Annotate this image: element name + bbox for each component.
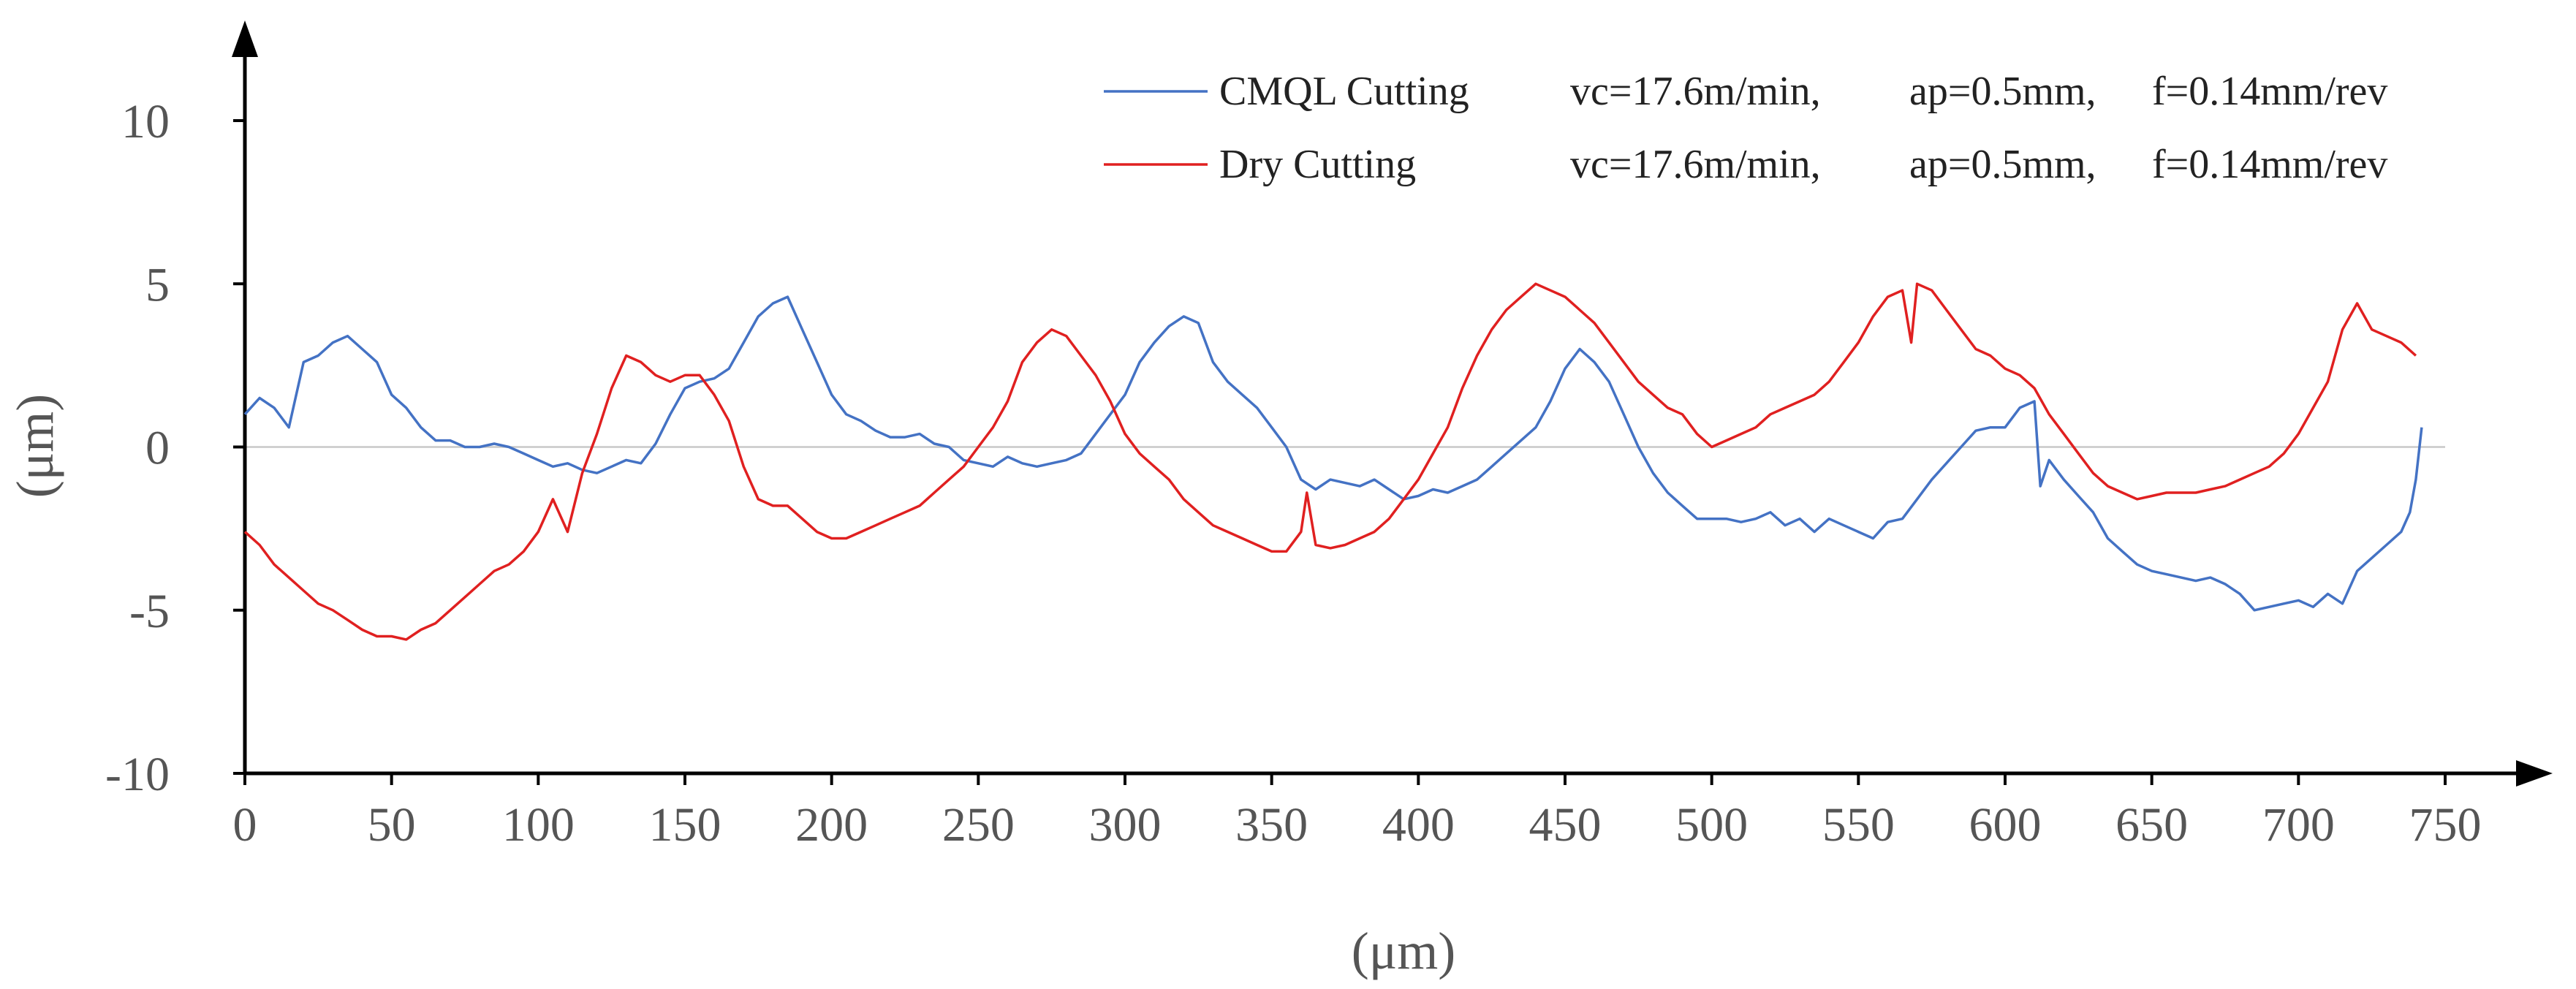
y-tick-label: -5 (129, 585, 170, 638)
legend-param-f-cmql: f=0.14mm/rev (2152, 69, 2387, 114)
legend-param-ap-cmql: ap=0.5mm, (1909, 69, 2096, 114)
x-tick-label: 200 (795, 798, 868, 852)
series-line-cmql-cutting (243, 295, 2423, 612)
x-tick-label: 600 (1969, 798, 2042, 852)
y-tick-label: -10 (105, 748, 170, 801)
legend-param-ap-dry: ap=0.5mm, (1909, 142, 2096, 187)
x-tick-label: 250 (942, 798, 1015, 852)
legend-param-vc-dry: vc=17.6m/min, (1570, 142, 1821, 187)
y-tick-label: 10 (121, 95, 170, 148)
x-axis-title: (μm) (1352, 922, 1456, 980)
x-tick-label: 450 (1529, 798, 1602, 852)
x-tick-label: 300 (1089, 798, 1162, 852)
x-tick-label: 350 (1235, 798, 1308, 852)
x-tick-label: 150 (649, 798, 721, 852)
x-tick-label: 650 (2115, 798, 2188, 852)
y-axis-title: (μm) (6, 394, 64, 499)
x-tick-label: 50 (368, 798, 416, 852)
x-tick-label: 400 (1382, 798, 1455, 852)
series-line-dry-cutting (243, 282, 2417, 641)
y-tick-label: 0 (145, 422, 170, 475)
legend-label-cmql: CMQL Cutting (1219, 69, 1469, 114)
legend-param-f-dry: f=0.14mm/rev (2152, 142, 2387, 187)
series-layer (243, 282, 2423, 641)
axes-layer (232, 20, 2553, 787)
x-tick-label: 700 (2262, 798, 2335, 852)
x-tick-label: 0 (233, 798, 257, 852)
x-tick-label: 500 (1675, 798, 1748, 852)
x-tick-label: 550 (1822, 798, 1895, 852)
x-axis-arrow-icon (2516, 760, 2553, 787)
legend-label-dry: Dry Cutting (1219, 142, 1416, 187)
y-tick-label: 5 (145, 258, 170, 311)
y-axis-arrow-icon (232, 20, 258, 57)
legend: CMQL Cutting vc=17.6m/min, ap=0.5mm, f=0… (1104, 69, 2387, 187)
x-tick-label: 750 (2409, 798, 2482, 852)
legend-param-vc-cmql: vc=17.6m/min, (1570, 69, 1821, 114)
x-tick-label: 100 (502, 798, 575, 852)
ticks-layer: 0 50 100 150 200 250 300 350 400 450 500 550 600 650 7… (105, 95, 2481, 852)
